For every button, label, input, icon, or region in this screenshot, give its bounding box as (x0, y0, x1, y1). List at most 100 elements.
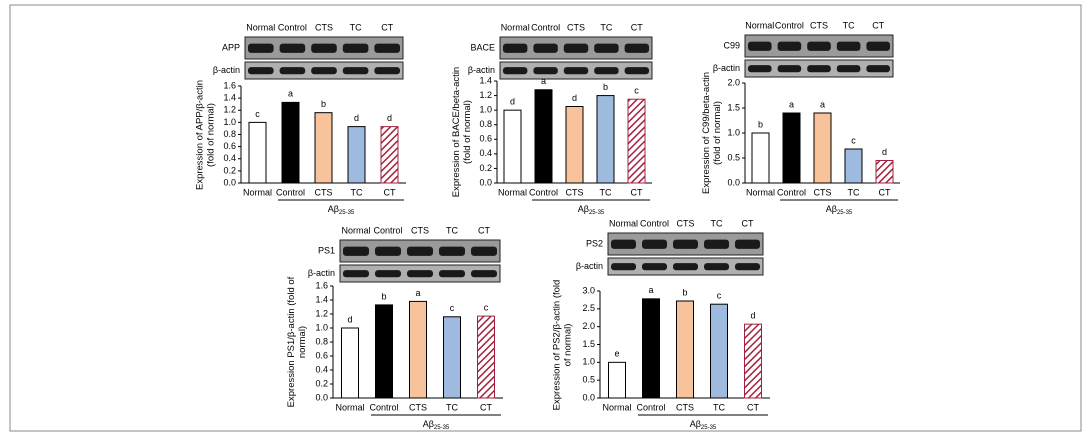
y-tick-label: 0.0 (479, 177, 492, 187)
significance-letter: c (851, 135, 856, 145)
y-tick-label: 1.4 (223, 93, 236, 103)
bar (314, 112, 333, 184)
blot-band (777, 65, 802, 73)
y-tick-label: 0.4 (223, 153, 236, 163)
blot-band (503, 43, 528, 53)
bar (744, 323, 762, 399)
lane-label: CTS (810, 20, 828, 30)
bar (710, 303, 728, 399)
significance-letter: a (541, 76, 546, 86)
lane-label: TC (843, 20, 855, 30)
y-tick-label: 0.0 (223, 177, 236, 187)
y-tick-label: 1.0 (479, 105, 492, 115)
x-tick-label: Normal (746, 187, 775, 197)
blot-row-label: PS1 (318, 245, 335, 255)
y-tick-label: 1.4 (315, 294, 328, 304)
group-label-sub: 25-35 (837, 210, 853, 216)
blot-band (735, 263, 760, 271)
lane-label: CT (872, 20, 884, 30)
lane-label: TC (711, 218, 723, 228)
significance-letter: c (450, 303, 455, 313)
blot-band (704, 239, 729, 249)
significance-letter: b (381, 291, 386, 301)
blot-band (342, 43, 369, 53)
y-tick-label: 3.0 (582, 285, 595, 295)
blot-band (374, 43, 400, 53)
blot-band (611, 263, 636, 271)
blot-row-label: β-actin (308, 268, 335, 278)
lane-label: TC (600, 22, 612, 32)
lane-label: Normal (501, 22, 530, 32)
y-tick-label: 0.8 (315, 336, 328, 346)
blot-band (311, 67, 337, 75)
blot-band (279, 67, 306, 75)
lane-label: CT (742, 218, 754, 228)
significance-letter: b (758, 119, 763, 129)
group-label-sub: 25-35 (589, 210, 605, 216)
blot-band (375, 246, 401, 256)
blot-band (342, 67, 369, 75)
blot-band (471, 246, 497, 256)
lane-label: CT (478, 225, 490, 235)
blot-band (594, 43, 619, 53)
y-tick-label: 1.4 (479, 75, 492, 85)
group-label: Aβ25-35 (423, 419, 450, 430)
blot-band (624, 43, 649, 53)
lane-label: Control (373, 225, 402, 235)
x-tick-label: Control (369, 402, 398, 412)
significance-letter: b (603, 82, 608, 92)
x-tick-label: Control (276, 187, 305, 197)
x-tick-label: Normal (602, 402, 631, 412)
y-tick-label: 1.2 (315, 308, 328, 318)
group-label-main: Aβ (328, 204, 339, 214)
significance-letter: a (820, 99, 825, 109)
bar (534, 89, 553, 184)
x-tick-label: CTS (814, 187, 832, 197)
blot-row-label: β-actin (576, 261, 603, 271)
significance-letter: c (255, 109, 260, 119)
bar (248, 121, 267, 184)
y-tick-label: 1.5 (727, 102, 740, 112)
bar (875, 160, 894, 184)
bar (782, 112, 801, 184)
lane-label: CT (381, 22, 393, 32)
bar (751, 132, 770, 184)
blot-band (248, 67, 274, 75)
blot-row-label: β-actin (468, 65, 495, 75)
bar (375, 304, 393, 399)
lane-label: Control (278, 22, 307, 32)
lane-label: Control (531, 22, 560, 32)
group-label-sub: 25-35 (339, 210, 355, 216)
blot-band (407, 270, 433, 278)
y-tick-label: 0.6 (479, 134, 492, 144)
group-label: Aβ25-35 (578, 204, 605, 215)
y-tick-label: 1.6 (315, 280, 328, 290)
y-tick-label: 0.6 (315, 350, 328, 360)
blot-band (807, 41, 831, 51)
y-tick-label: 0.2 (315, 378, 328, 388)
y-tick-label: 1.0 (315, 322, 328, 332)
y-tick-label: 2.0 (582, 321, 595, 331)
blot-band (533, 67, 558, 75)
y-tick-label: 0.8 (479, 119, 492, 129)
y-tick-label: 0.0 (727, 177, 740, 187)
x-tick-label: TC (713, 402, 725, 412)
blot-band (807, 65, 831, 73)
blot-band (777, 41, 802, 51)
blot-band (311, 43, 337, 53)
group-label-main: Aβ (690, 419, 701, 429)
group-label-main: Aβ (826, 204, 837, 214)
significance-letter: a (415, 288, 420, 298)
significance-letter: c (484, 302, 489, 312)
y-tick-label: 2.0 (727, 77, 740, 87)
y-tick-label: 1.0 (223, 117, 236, 127)
bar (813, 112, 832, 184)
significance-letter: a (648, 285, 653, 295)
lane-label: Control (640, 218, 669, 228)
lane-label: CTS (315, 22, 333, 32)
y-tick-label: 0.2 (479, 163, 492, 173)
bar (341, 327, 359, 399)
blot-band (836, 41, 861, 51)
bar (347, 126, 366, 184)
